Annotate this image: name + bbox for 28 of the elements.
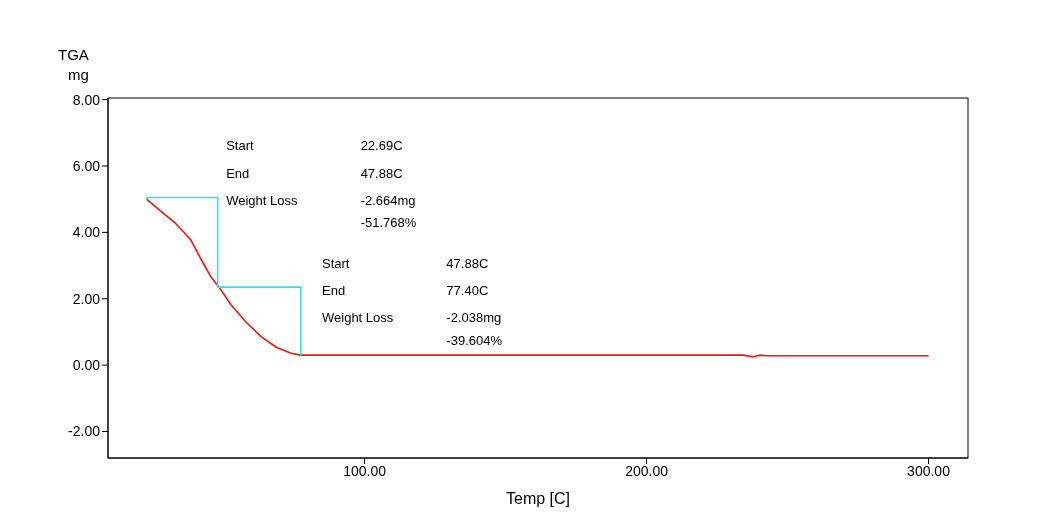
y-tick-label: -2.00 [68,423,101,440]
annotation: -2.038mg [446,310,502,326]
annotation: Start [322,255,350,271]
annotation: -2.664mg [360,192,416,208]
y-axis-title: mg [68,66,89,83]
annotation: End [322,282,346,298]
x-tick-label: 300.00 [907,462,951,479]
annotation: Weight Loss [226,192,298,208]
y-tick-label: 0.00 [72,357,101,374]
annotation: End [226,166,250,182]
x-axis-title: Temp [C] [505,490,571,507]
annotation: -39.604% [446,333,503,349]
x-tick-label: 200.00 [625,462,669,479]
annotation: 47.88C [446,255,489,271]
y-tick-label: 2.00 [72,290,101,307]
y-tick-label: 6.00 [72,157,101,174]
annotation: 22.69C [360,138,403,154]
annotation: -51.768% [360,214,417,230]
annotation: Start [226,138,254,154]
annotation: Weight Loss [322,310,394,326]
x-tick-label: 100.00 [343,462,387,479]
annotation: 77.40C [446,282,489,298]
annotation: 47.88C [360,166,403,182]
line-series [145,198,930,358]
y-tick-label: 4.00 [72,224,101,241]
y-tick-label: 8.00 [72,91,101,108]
line-series [145,196,302,356]
chart-title: TGA [58,46,89,63]
